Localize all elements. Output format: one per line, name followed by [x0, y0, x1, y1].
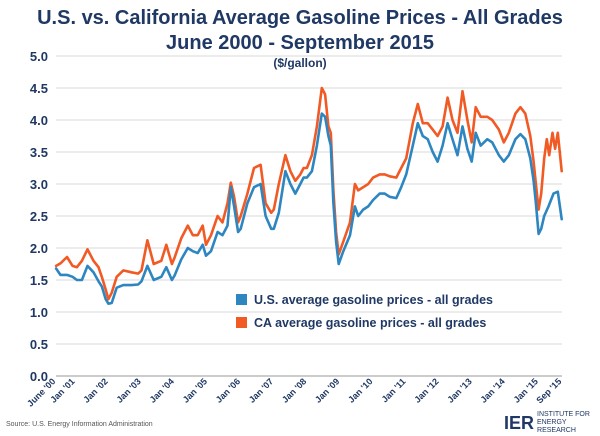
- y-tick-label: 1.5: [30, 273, 48, 288]
- chart-title: U.S. vs. California Average Gasoline Pri…: [37, 7, 563, 29]
- gridlines: [56, 55, 562, 377]
- x-tick-label: Jan '06: [214, 376, 242, 404]
- series-lines: [54, 86, 563, 305]
- x-tick-label: Jan '09: [313, 376, 341, 404]
- x-tick-label: Jan '04: [148, 376, 176, 404]
- legend-swatch: [236, 294, 247, 305]
- x-tick-label: Jan '11: [380, 376, 408, 404]
- ier-logo: IER INSTITUTE FOR ENERGY RESEARCH: [504, 411, 600, 435]
- y-tick-label: 0.0: [30, 369, 48, 384]
- legend-label: CA average gasoline prices - all grades: [254, 316, 486, 330]
- x-tick-label: Jan '07: [247, 376, 275, 404]
- y-tick-label: 4.5: [30, 81, 48, 96]
- x-tick-label: Jan '12: [412, 376, 440, 404]
- x-tick-label: Jan '14: [478, 376, 506, 404]
- x-tick-label: Jan '13: [445, 376, 473, 404]
- source-note: Source: U.S. Energy Information Administ…: [6, 421, 153, 428]
- legend: U.S. average gasoline prices - all grade…: [236, 293, 493, 330]
- y-tick-label: 5.0: [30, 49, 48, 64]
- y-axis-ticks: 0.0 0.5 1.0 1.5 2.0 2.5 3.0 3.5 4.0 4.5 5.0: [30, 49, 48, 384]
- y-tick-label: 3.0: [30, 177, 48, 192]
- x-tick-label: Jan '10: [346, 376, 374, 404]
- y-tick-label: 0.5: [30, 337, 48, 352]
- y-tick-label: 2.0: [30, 241, 48, 256]
- legend-label: U.S. average gasoline prices - all grade…: [254, 293, 493, 307]
- series-line-ca: [54, 86, 563, 301]
- y-tick-label: 1.0: [30, 305, 48, 320]
- legend-swatch: [236, 317, 247, 328]
- y-tick-label: 3.5: [30, 145, 48, 160]
- chart-unit: ($/gallon): [273, 56, 327, 70]
- x-tick-label: Jan '05: [181, 376, 209, 404]
- x-tick-label: Jan '02: [81, 376, 109, 404]
- x-tick-label: Sep '15: [534, 376, 563, 405]
- chart-subtitle: June 2000 - September 2015: [166, 32, 434, 54]
- logo-text: INSTITUTE FOR ENERGY RESEARCH: [537, 411, 590, 434]
- x-tick-label: Jan '08: [280, 376, 308, 404]
- logo-mark: IER: [504, 412, 535, 433]
- y-tick-label: 2.5: [30, 209, 48, 224]
- y-tick-label: 4.0: [30, 113, 48, 128]
- series-line-us: [54, 112, 563, 305]
- x-tick-label: Jan '03: [114, 376, 142, 404]
